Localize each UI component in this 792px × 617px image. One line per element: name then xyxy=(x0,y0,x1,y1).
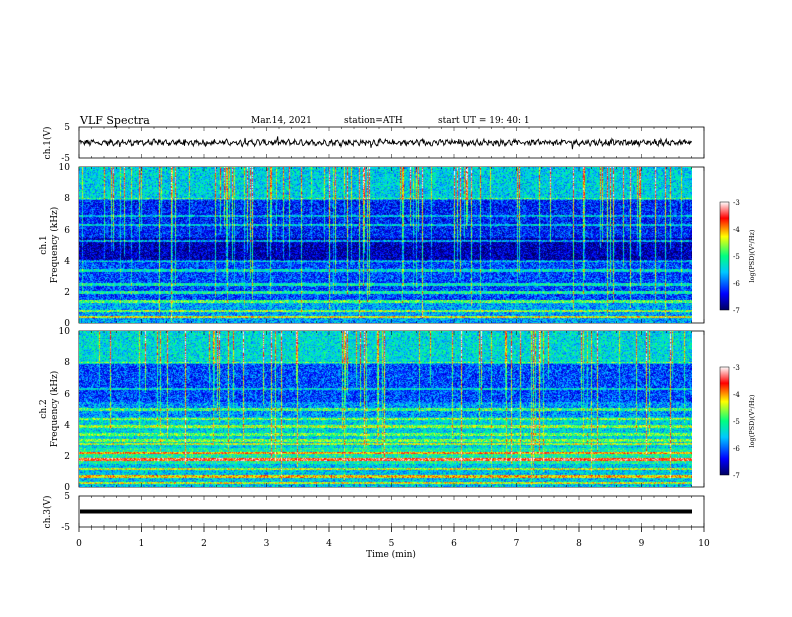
time-axis: 0 1 2 3 4 5 6 7 8 9 10 xyxy=(76,527,710,549)
ch2-freq-tick-10: 10 xyxy=(59,327,71,337)
ch1-colorbar xyxy=(719,201,730,311)
ch2-cb-tick-m3: -3 xyxy=(733,364,740,372)
time-tick-label: 3 xyxy=(264,539,270,549)
figure-title: VLF Spectra xyxy=(79,114,150,127)
ch2-freq-tick-0: 0 xyxy=(64,483,70,493)
ch1-cb-tick-m4: -4 xyxy=(733,226,740,234)
time-tick-label: 0 xyxy=(76,539,82,549)
ch2-cb-tick-m7: -7 xyxy=(733,472,740,480)
time-tick-label: 9 xyxy=(639,539,645,549)
ch1-ylabel: ch.1(V) xyxy=(42,127,53,160)
time-tick-label: 5 xyxy=(389,539,395,549)
start-time-label: start UT = 19: 40: 1 xyxy=(438,116,530,126)
ch2-freq-tick-4: 4 xyxy=(64,421,70,431)
ch1-cb-tick-m7: -7 xyxy=(733,307,740,315)
ch2-cb-tick-m5: -5 xyxy=(733,418,740,426)
time-tick-label: 7 xyxy=(514,539,520,549)
ch2-spectrogram-panel: 0 2 4 6 8 10 ch.2 Frequency (kHz) -3 -4 … xyxy=(39,327,756,493)
ch2-spec-ylabel: Frequency (kHz) xyxy=(49,371,60,448)
ch2-colorbar-label: log(PSD)(V²/Hz) xyxy=(748,394,756,447)
ch1-cb-tick-m5: -5 xyxy=(733,253,740,261)
ch1-cb-tick-m3: -3 xyxy=(733,199,740,207)
ch1-freq-tick-2: 2 xyxy=(64,288,70,298)
time-tick-label: 4 xyxy=(326,539,332,549)
ch1-waveform-frame xyxy=(78,126,705,159)
ch1-spectrogram-panel: 0 2 4 6 8 10 ch.1 Frequency (kHz) -3 -4 … xyxy=(39,163,756,329)
ch3-waveform-trace xyxy=(80,509,692,514)
time-tick-label: 10 xyxy=(698,539,710,549)
ch2-cb-tick-m4: -4 xyxy=(733,391,740,399)
ch2-spec-channel-label: ch.2 xyxy=(39,399,49,418)
ch2-cb-tick-m6: -6 xyxy=(733,445,740,453)
ch1-waveform-trace xyxy=(78,136,692,150)
ch1-cb-tick-m6: -6 xyxy=(733,280,740,288)
ch1-spectrogram-ticks xyxy=(78,167,705,323)
time-axis-label: Time (min) xyxy=(366,549,416,560)
ch1-spec-channel-label: ch.1 xyxy=(39,235,49,254)
ch1-waveform-minor-ticks xyxy=(78,127,705,158)
ch1-freq-tick-4: 4 xyxy=(64,257,70,267)
ch3-ytick-top: 5 xyxy=(64,492,70,502)
time-tick-label: 1 xyxy=(139,539,145,549)
ch3-waveform-minor-ticks xyxy=(78,496,705,527)
ch2-freq-tick-8: 8 xyxy=(64,358,70,368)
date-label: Mar.14, 2021 xyxy=(251,116,312,126)
ch1-spec-ylabel: Frequency (kHz) xyxy=(49,207,60,284)
time-tick-label: 2 xyxy=(201,539,207,549)
ch1-spectrogram-heatmap xyxy=(79,167,692,323)
ch2-freq-tick-6: 6 xyxy=(64,390,70,400)
ch1-freq-tick-0: 0 xyxy=(64,319,70,329)
ch1-freq-tick-6: 6 xyxy=(64,226,70,236)
ch2-colorbar xyxy=(719,366,730,476)
ch2-spectrogram-ticks xyxy=(78,331,705,487)
ch1-colorbar-label: log(PSD)(V²/Hz) xyxy=(748,229,756,282)
ch1-freq-tick-10: 10 xyxy=(59,163,71,173)
ch1-ytick-top: 5 xyxy=(64,123,70,133)
ch2-freq-tick-2: 2 xyxy=(64,452,70,462)
station-label: station=ATH xyxy=(344,116,403,126)
ch3-waveform-panel: 5 -5 ch.3(V) xyxy=(42,492,705,533)
ch1-waveform-panel: 5 -5 ch.1(V) xyxy=(42,123,705,164)
time-tick-label: 6 xyxy=(451,539,457,549)
ch3-ylabel: ch.3(V) xyxy=(42,496,53,529)
ch1-freq-tick-8: 8 xyxy=(64,194,70,204)
ch3-ytick-bottom: -5 xyxy=(61,523,70,533)
time-tick-label: 8 xyxy=(576,539,582,549)
ch1-ytick-bottom: -5 xyxy=(61,154,70,164)
ch2-spectrogram-heatmap xyxy=(79,331,692,487)
